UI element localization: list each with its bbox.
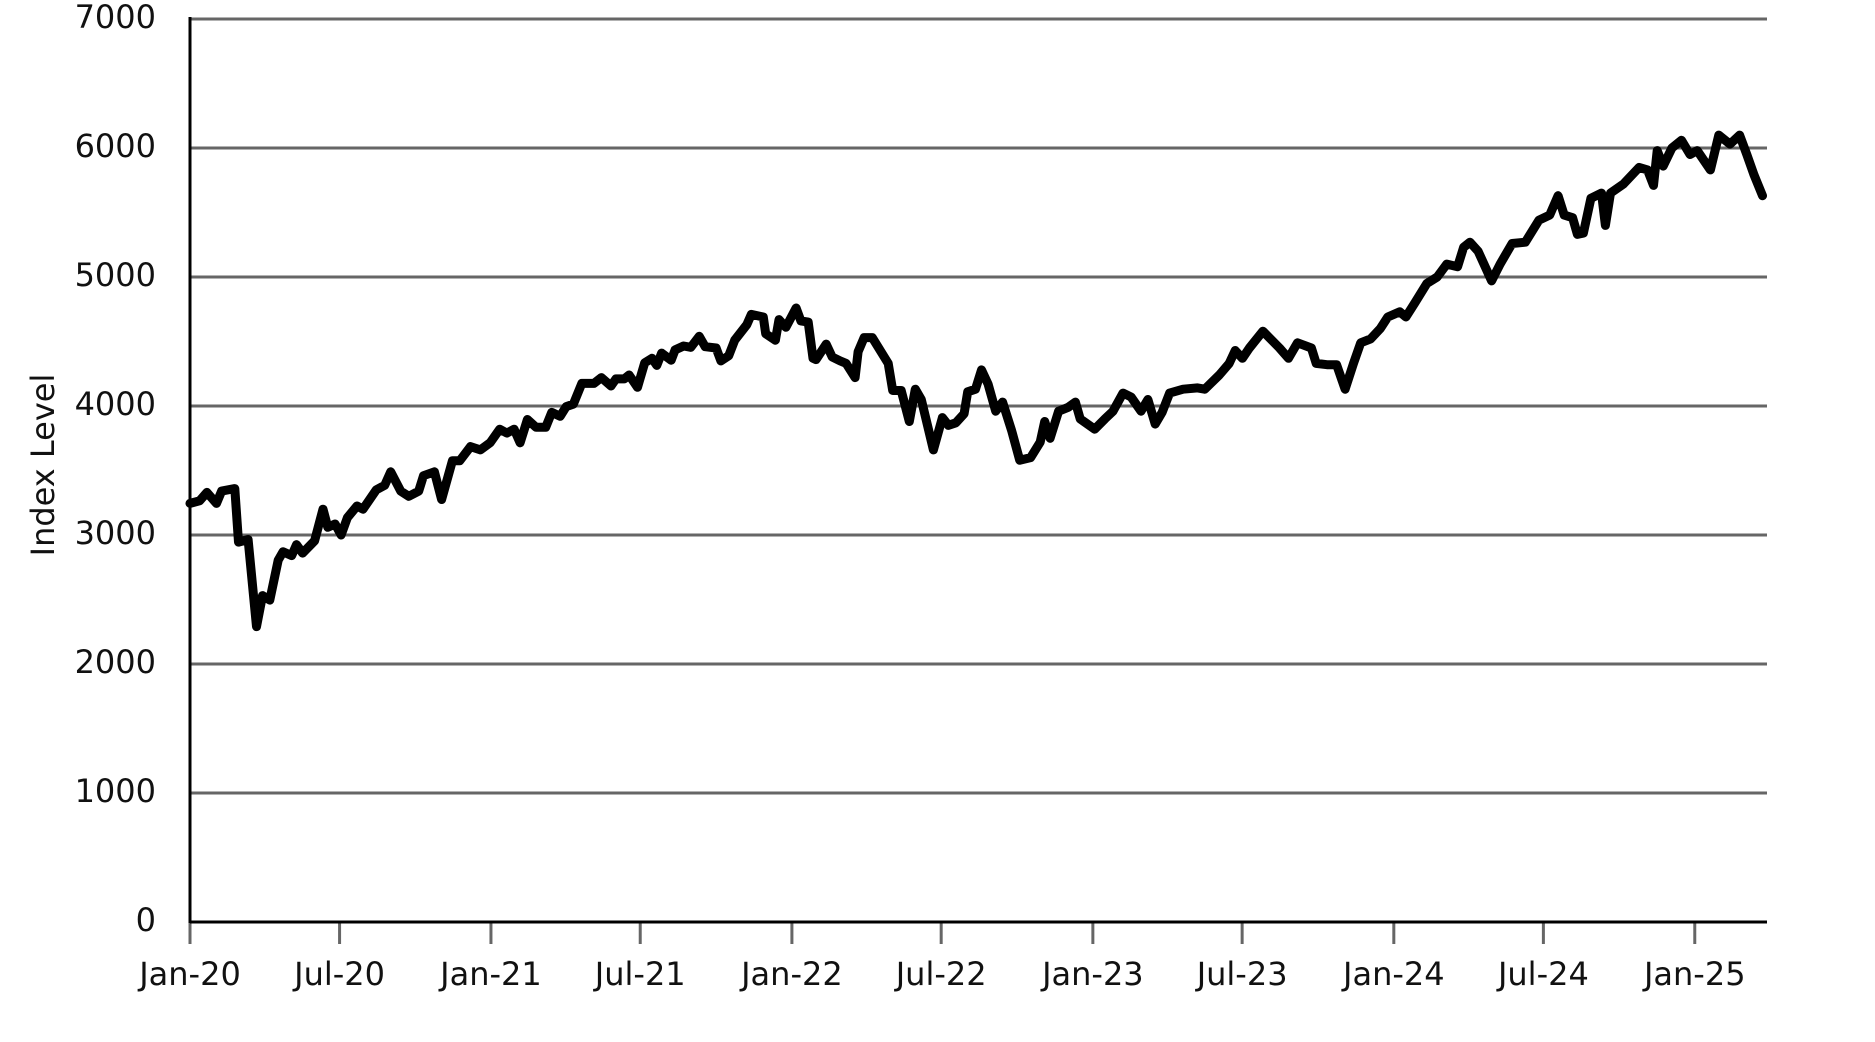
y-tick-label: 6000 [75, 127, 156, 165]
x-tick-label: Jul-23 [1195, 955, 1288, 993]
y-tick-label: 3000 [75, 514, 156, 552]
x-tick-label: Jan-22 [739, 955, 843, 993]
x-tick-label: Jul-22 [894, 955, 987, 993]
x-tick-label: Jan-20 [137, 955, 241, 993]
line-series [185, 130, 1767, 632]
x-tick-label: Jul-24 [1496, 955, 1589, 993]
x-tick-label: Jan-21 [438, 955, 542, 993]
x-tick-label: Jan-25 [1642, 955, 1746, 993]
y-tick-label: 7000 [75, 0, 156, 36]
x-tick-label: Jan-23 [1040, 955, 1144, 993]
y-tick-label: 2000 [75, 643, 156, 681]
y-tick-label: 5000 [75, 256, 156, 294]
y-tick-label: 0 [136, 901, 156, 939]
x-tick-label: Jul-20 [292, 955, 385, 993]
x-tick-label: Jan-24 [1341, 955, 1445, 993]
y-tick-label: 1000 [75, 772, 156, 810]
y-axis-label: Index Level [24, 374, 62, 557]
y-tick-label: 4000 [75, 385, 156, 423]
x-tick-label: Jul-21 [593, 955, 686, 993]
